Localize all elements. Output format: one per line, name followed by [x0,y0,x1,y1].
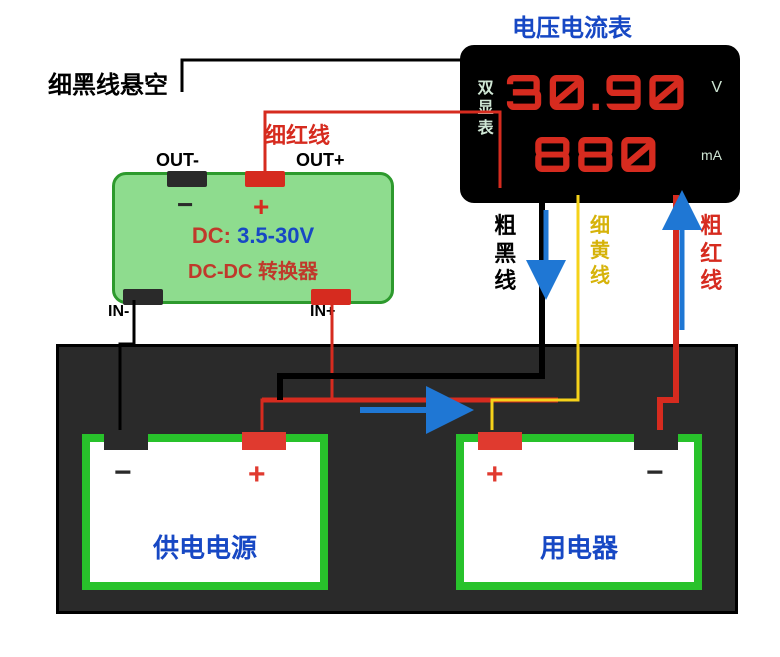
wiring-svg [0,0,780,657]
thin-yellow-wire [492,195,578,430]
in-neg-wire [120,300,134,430]
diagram-canvas: 电压电流表 双显表 30.90 V 880 mA 细黑线悬空 − + DC: 3… [0,0,780,657]
thin-black-wire [182,60,470,92]
thick-black-wire [280,195,542,400]
in-pos-wire [262,300,332,430]
thick-red-wire [660,195,676,430]
thin-red-wire [265,112,500,188]
